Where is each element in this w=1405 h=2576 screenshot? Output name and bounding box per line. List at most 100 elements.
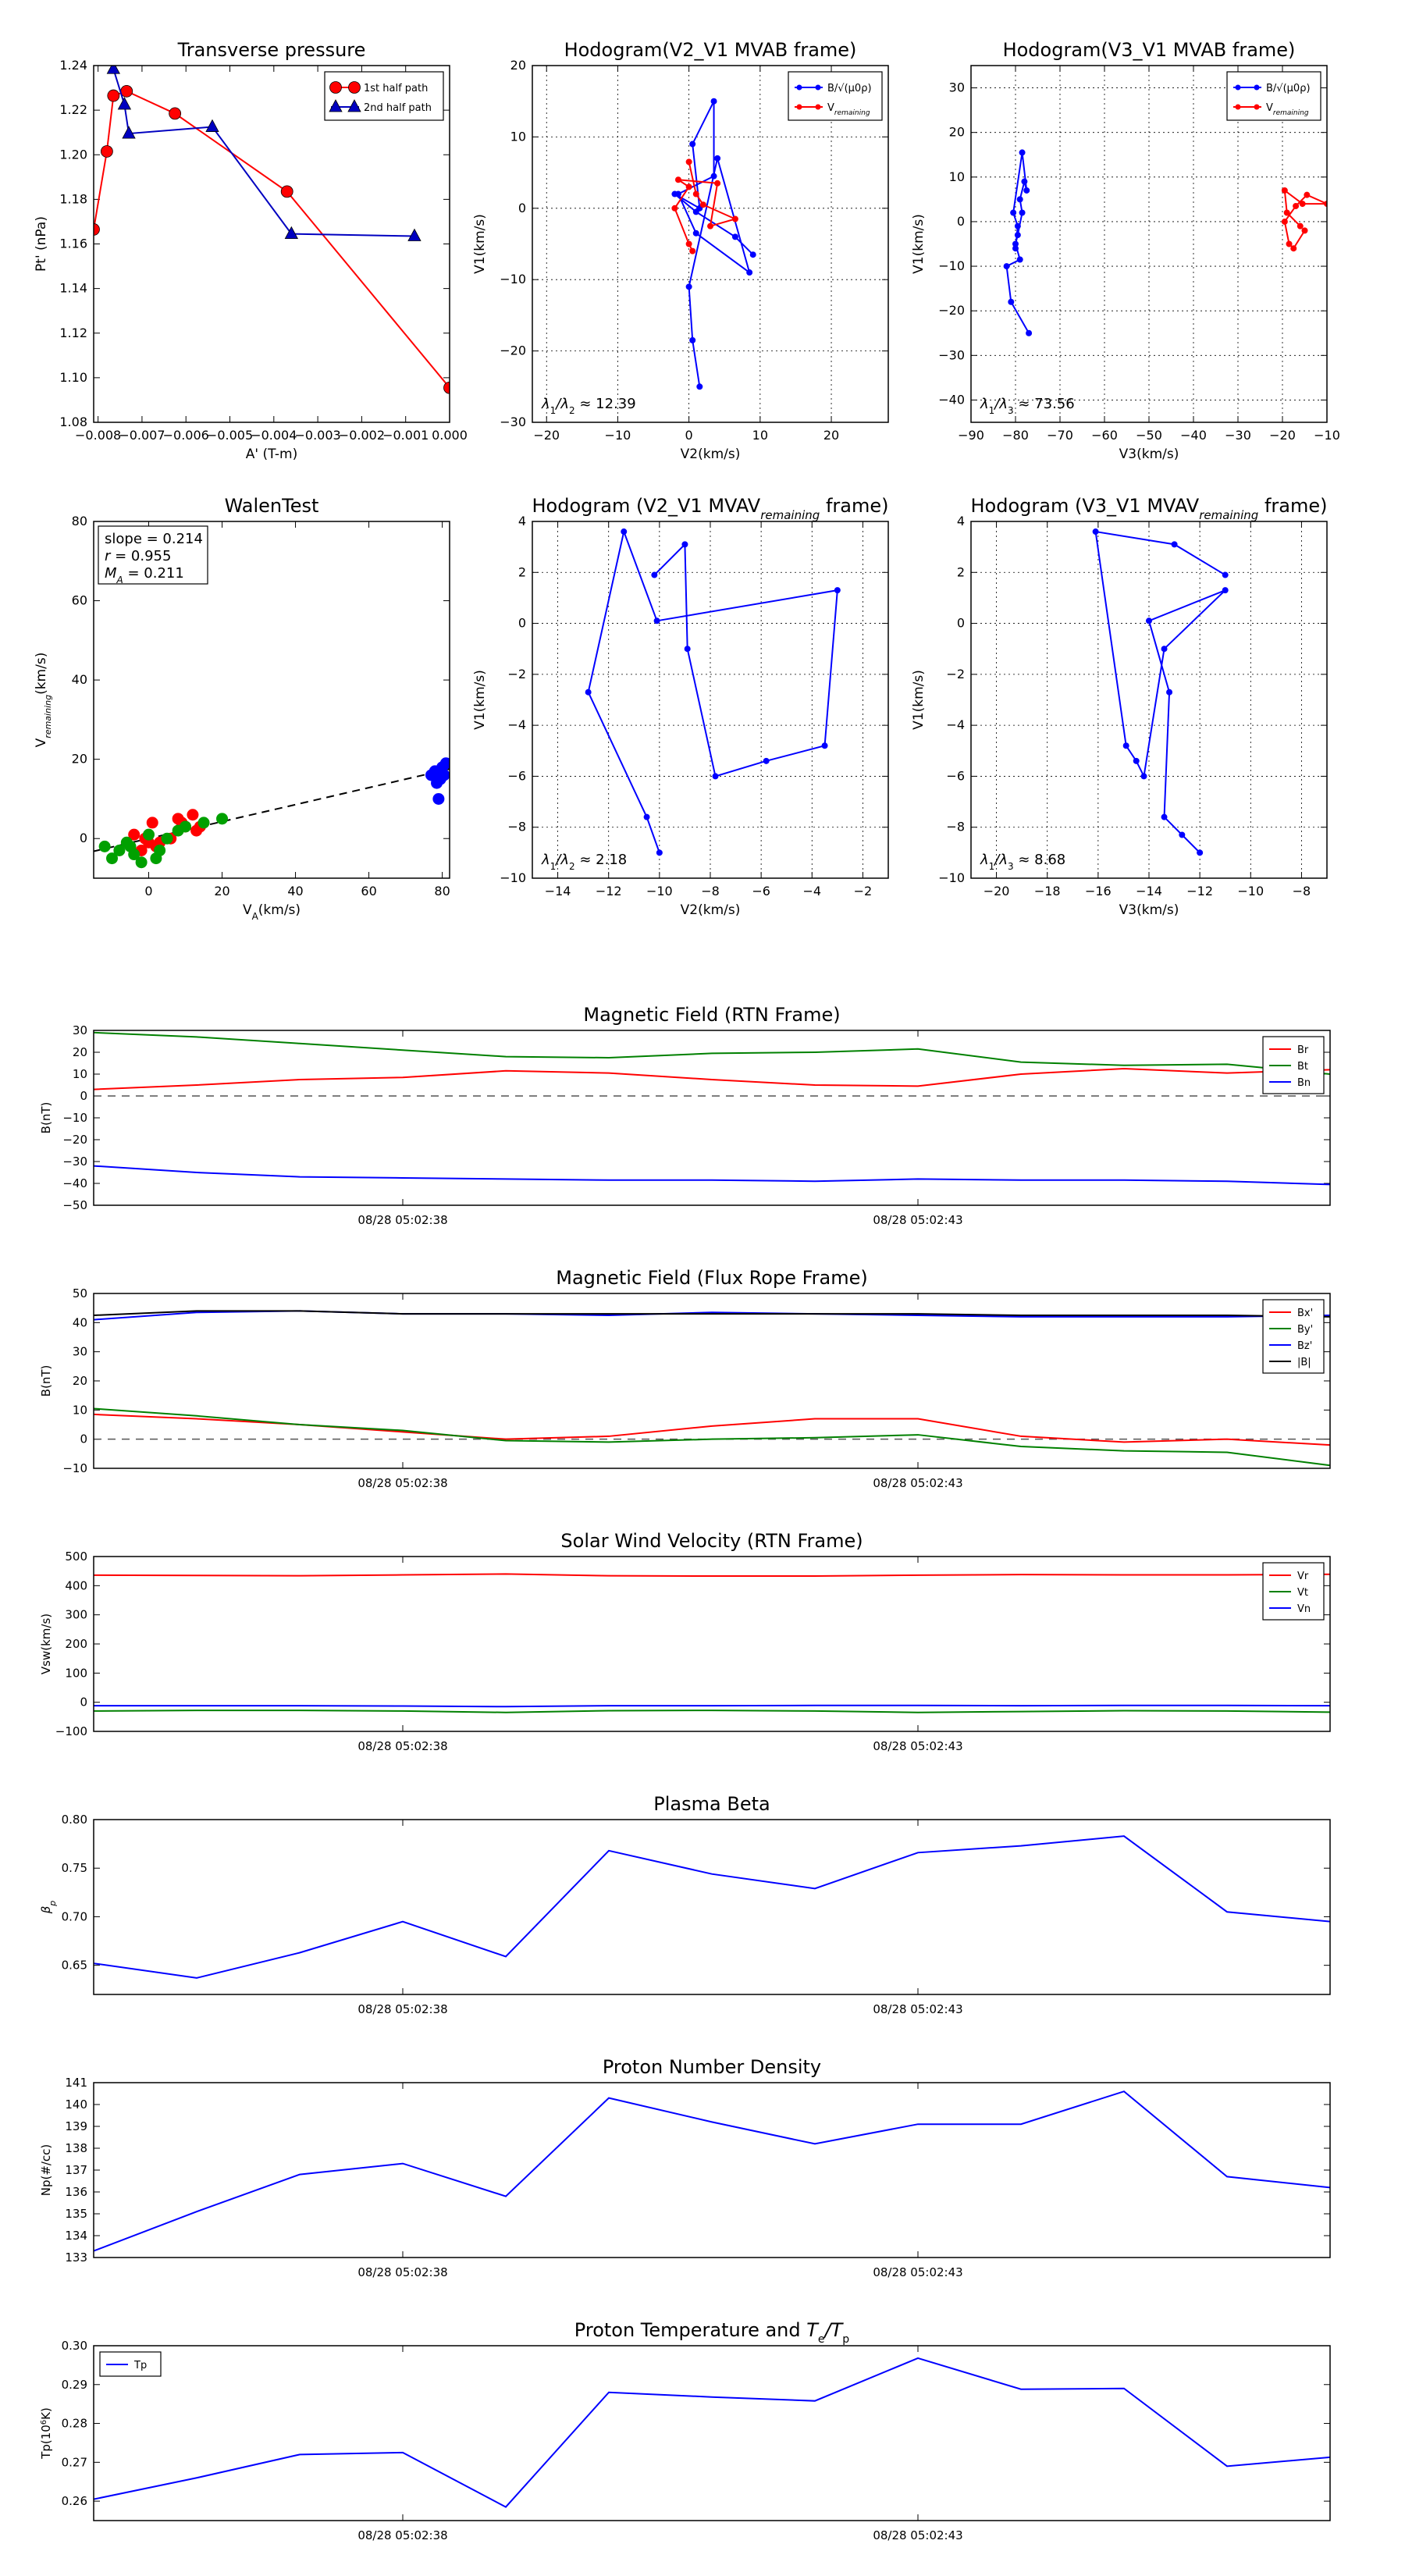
legend-subscript: remaining	[1273, 109, 1309, 117]
data-point	[685, 283, 692, 290]
annotation-part: 2	[569, 405, 575, 416]
series-line-beta	[93, 1835, 1331, 1979]
data-point	[1023, 187, 1030, 194]
title-math: T	[806, 2319, 820, 2341]
chart-title: Magnetic Field (Flux Rope Frame)	[556, 1267, 867, 1289]
legend-label: B/√(μ0ρ)	[827, 83, 872, 94]
chart-title: WalenTest	[225, 495, 319, 517]
stat-value: = 0.211	[123, 565, 184, 582]
chart-title: Transverse pressure	[177, 39, 366, 61]
x-tick-label: −8	[701, 884, 720, 898]
data-point	[1161, 646, 1168, 653]
y-tick-label: 1.20	[59, 147, 87, 162]
data-point	[106, 852, 119, 865]
data-point	[1146, 617, 1152, 624]
legend-label: Bt	[1297, 1061, 1308, 1073]
x-tick-label: −0.004	[251, 428, 297, 443]
annotation-part: ≈ 2.18	[575, 852, 628, 868]
y-axis-label: B(nT)	[39, 1102, 53, 1134]
series-line-1	[94, 90, 450, 389]
data-point	[692, 229, 699, 237]
data-point	[1133, 757, 1140, 764]
x-tick-label: 0	[144, 884, 152, 898]
x-tick-label: −40	[1180, 428, 1207, 443]
data-point	[161, 832, 173, 845]
x-tick-label: −4	[802, 884, 821, 898]
series-line-2	[112, 68, 414, 237]
legend-label: Tp	[133, 2360, 147, 2371]
series-line-by	[93, 1407, 1331, 1467]
chart-title: Proton Number Density	[603, 2056, 821, 2078]
y-tick-label: 100	[65, 1666, 87, 1680]
data-point	[714, 180, 721, 187]
data-point	[169, 107, 182, 120]
y-tick-label: −6	[946, 768, 965, 783]
x-tick-label: −14	[1136, 884, 1162, 898]
data-point	[710, 98, 717, 105]
annotation-part: 1	[550, 405, 557, 416]
y-tick-label: −30	[62, 1155, 87, 1169]
y-tick-label: −10	[500, 870, 526, 885]
data-point	[1016, 196, 1023, 203]
data-point	[731, 233, 738, 240]
plot-area	[94, 66, 450, 394]
y-tick-label: 200	[65, 1637, 87, 1651]
data-point	[443, 381, 450, 394]
y-tick-label: −10	[62, 1461, 87, 1475]
x-tick-label: 0	[685, 428, 693, 443]
x-tick-label: −18	[1034, 884, 1061, 898]
x-tick-label: −10	[646, 884, 673, 898]
annotation-part: ≈ 12.39	[575, 396, 636, 412]
chart-tp_temp: Proton Temperature and Te/Tp0.260.270.28…	[39, 2319, 1331, 2542]
data-point	[117, 97, 132, 110]
plot-area	[94, 757, 450, 869]
title-subscript: remaining	[760, 508, 820, 522]
y-axis-label: Vremaining(km/s)	[34, 653, 53, 748]
y-axis-label: V1(km/s)	[472, 214, 488, 274]
x-tick-label: −20	[1269, 428, 1296, 443]
data-point	[94, 223, 100, 236]
x-tick-label: 08/28 05:02:43	[873, 1213, 962, 1227]
data-point	[1019, 209, 1026, 216]
y-tick-label: 10	[510, 129, 526, 144]
x-tick-label: 08/28 05:02:43	[873, 2002, 962, 2016]
y-tick-label: 141	[65, 2076, 87, 2090]
data-point	[685, 183, 692, 190]
y-tick-label: 0	[80, 1432, 87, 1446]
y-tick-label: 1.16	[59, 237, 87, 251]
data-point	[1301, 227, 1308, 234]
data-point	[128, 828, 140, 841]
data-point	[1283, 209, 1290, 216]
legend-label: Vt	[1297, 1587, 1308, 1599]
y-tick-label: 0.75	[62, 1861, 87, 1875]
data-point	[1293, 202, 1300, 209]
chart-title: Hodogram(V2_V1 MVAB frame)	[564, 39, 857, 61]
y-label-units: K)	[39, 2407, 53, 2420]
data-point	[731, 215, 738, 222]
annotation-part: 1	[989, 861, 995, 872]
data-point	[439, 757, 450, 770]
data-point	[1161, 813, 1168, 820]
x-tick-label: −0.001	[382, 428, 429, 443]
series-line-bt	[93, 1031, 1331, 1075]
y-tick-label: 0.70	[62, 1909, 87, 1923]
y-tick-label: 4	[957, 514, 965, 528]
x-tick-label: 08/28 05:02:38	[357, 1739, 447, 1753]
title-math: e	[818, 2333, 825, 2346]
y-tick-label: −20	[938, 303, 965, 318]
stat-symbol: r	[105, 548, 112, 564]
y-label-symbol: β	[39, 1905, 53, 1914]
y-tick-label: 133	[65, 2250, 87, 2265]
y-tick-label: −40	[938, 392, 965, 407]
y-tick-label: −2	[507, 667, 526, 681]
ratio-annotation: λ1/λ3 ≈ 8.68	[980, 852, 1065, 872]
legend-label: |B|	[1297, 1357, 1311, 1368]
y-tick-label: 10	[949, 169, 965, 184]
chart-beta: Plasma Beta 0.65 0.70 0.75 0.80 08/28 05:02:3…	[39, 1793, 1331, 2016]
data-point	[1171, 541, 1178, 548]
legend-label: Bz'	[1297, 1340, 1312, 1352]
legend-marker	[796, 104, 802, 110]
y-tick-label: 0	[957, 616, 965, 631]
y-tick-label: 30	[949, 80, 965, 95]
y-tick-label: −10	[500, 272, 526, 286]
